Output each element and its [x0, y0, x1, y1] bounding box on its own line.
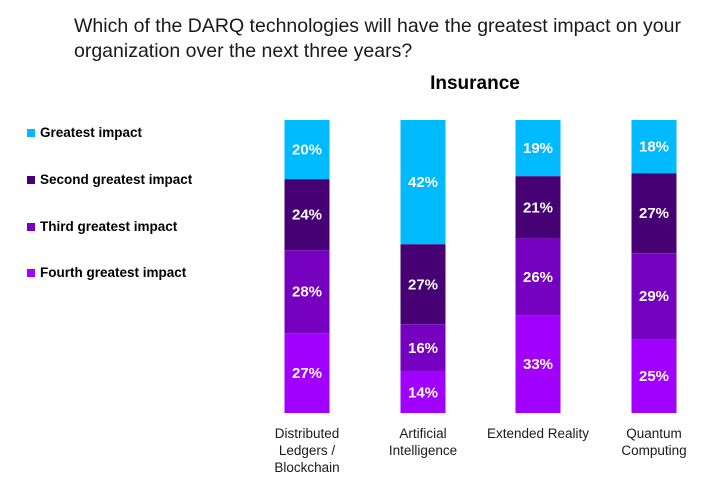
- data-label: 14%: [408, 384, 438, 401]
- x-tick-label: Distributed Ledgers / Blockchain: [252, 425, 362, 476]
- bar-stack: 18% 27% 29% 25%: [631, 120, 677, 414]
- bar-stack: 19% 21% 26% 33%: [515, 120, 561, 414]
- bar-segment: [400, 371, 446, 414]
- legend-label: Greatest impact: [40, 125, 143, 140]
- data-label: 27%: [639, 205, 669, 222]
- data-label: 19%: [523, 140, 553, 157]
- data-label: 26%: [523, 269, 553, 286]
- legend-item-third: Third greatest impact: [27, 219, 177, 234]
- data-label: 33%: [523, 356, 553, 373]
- bar-stack: 20% 24% 28% 27%: [284, 120, 330, 414]
- bar-segment: [284, 333, 330, 414]
- bar-segment: [631, 120, 677, 174]
- bar-segment: [284, 250, 330, 334]
- bar-segment: [284, 179, 330, 251]
- x-tick-label-line: Artificial: [399, 426, 447, 441]
- legend-label: Fourth greatest impact: [40, 265, 187, 280]
- bar-segment: [284, 120, 330, 180]
- legend-item-second: Second greatest impact: [27, 172, 192, 187]
- x-tick-label-line: Quantum: [626, 426, 682, 441]
- bar-segment: [515, 238, 561, 316]
- bar-segment: [400, 244, 446, 325]
- x-tick-label-line: Ledgers /: [278, 443, 336, 458]
- bar-segment: [631, 173, 677, 254]
- data-label: 28%: [292, 284, 322, 301]
- x-tick-label: Artificial Intelligence: [368, 425, 478, 459]
- x-tick-label: Quantum Computing: [599, 425, 709, 459]
- data-label: 29%: [639, 288, 669, 305]
- data-label: 25%: [639, 368, 669, 385]
- data-label: 20%: [292, 142, 322, 159]
- data-label: 21%: [523, 199, 553, 216]
- x-tick-label-line: Intelligence: [388, 443, 458, 458]
- x-tick-label-line: Extended Reality: [486, 426, 590, 441]
- x-tick-label-line: Computing: [621, 443, 687, 458]
- legend-swatch: [27, 128, 35, 137]
- data-label: 27%: [292, 365, 322, 382]
- legend-swatch: [27, 175, 35, 184]
- legend-swatch: [27, 268, 35, 277]
- data-label: 16%: [408, 340, 438, 357]
- bar-stack: 42% 27% 16% 14%: [400, 120, 446, 414]
- bar-segment: [515, 176, 561, 239]
- bar-segment: [400, 324, 446, 372]
- bar-segment: [400, 120, 446, 245]
- data-label: 18%: [639, 139, 669, 156]
- x-tick-label-line: Distributed: [274, 426, 340, 441]
- chart-title: Which of the DARQ technologies will have…: [74, 15, 681, 62]
- legend-swatch: [27, 222, 35, 231]
- legend-item-fourth: Fourth greatest impact: [27, 265, 186, 280]
- data-label: 24%: [292, 207, 322, 224]
- data-label: 27%: [408, 276, 438, 293]
- bar-segment: [631, 339, 677, 414]
- chart-subtitle: Insurance: [430, 73, 520, 94]
- bar-segment: [515, 315, 561, 414]
- data-label: 42%: [408, 174, 438, 191]
- legend-label: Second greatest impact: [40, 172, 193, 187]
- bar-segment: [631, 253, 677, 340]
- x-tick-label-line: Blockchain: [274, 460, 340, 475]
- x-tick-label: Extended Reality: [483, 425, 593, 442]
- legend-label: Third greatest impact: [40, 219, 178, 234]
- legend-item-greatest: Greatest impact: [27, 125, 142, 140]
- bar-segment: [515, 120, 561, 177]
